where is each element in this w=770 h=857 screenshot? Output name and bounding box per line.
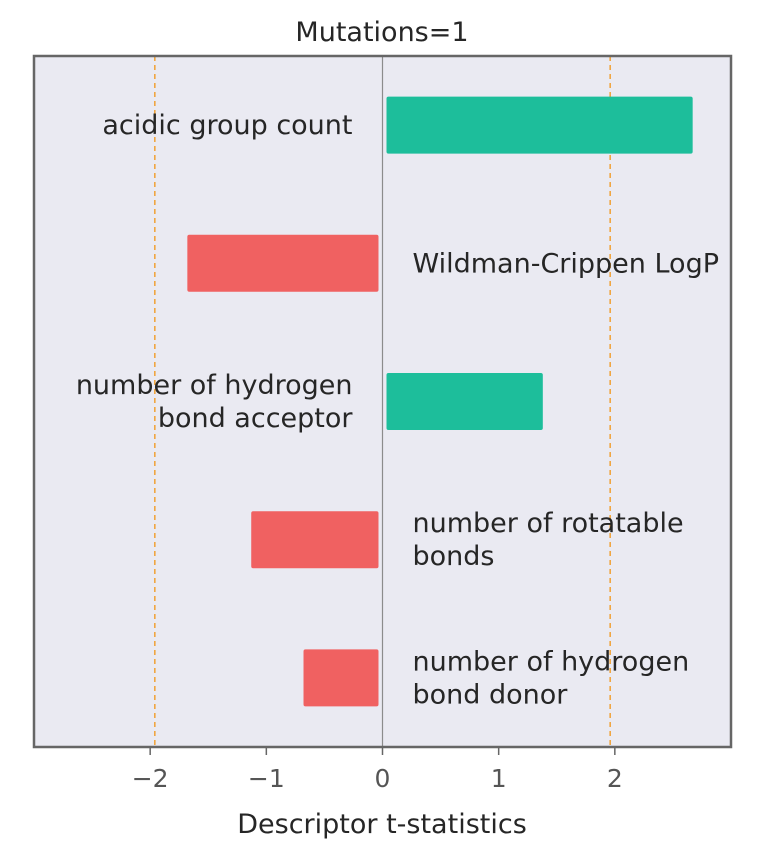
bar	[386, 96, 693, 154]
bar-label: number of hydrogen bond acceptor	[76, 370, 354, 434]
bar-label: number of rotatable bonds	[413, 508, 684, 572]
x-tick-label: −2	[132, 764, 169, 793]
bar	[251, 511, 379, 569]
bar	[386, 373, 543, 430]
bar-label: Wildman-Crippen LogP	[413, 248, 720, 279]
bars	[187, 96, 693, 707]
x-axis-title: Descriptor t-statistics	[237, 809, 527, 840]
x-tick-label: 0	[375, 764, 391, 793]
bar-labels: acidic group count Wildman-Crippen LogP nu…	[76, 110, 719, 710]
chart-title: Mutations=1	[295, 17, 468, 48]
bar-label: acidic group count	[102, 110, 352, 141]
x-tick-label: 1	[491, 764, 507, 793]
reference-lines	[154, 56, 611, 747]
bar-label: number of hydrogen bond donor	[413, 646, 690, 710]
bar	[187, 234, 379, 292]
bar	[303, 649, 379, 707]
x-tick-label: −1	[248, 764, 285, 793]
x-tick-label: 2	[607, 764, 623, 793]
x-axis-ticks: −2 −1 0 1 2	[132, 747, 623, 793]
